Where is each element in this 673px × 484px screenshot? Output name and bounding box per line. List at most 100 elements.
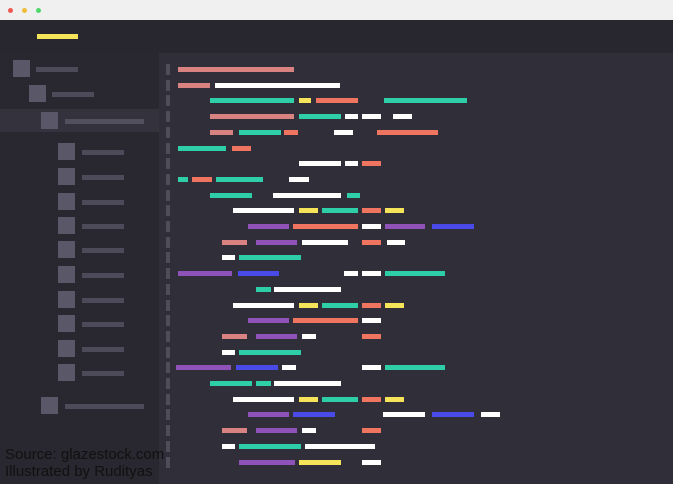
folder-icon — [58, 217, 75, 234]
code-token — [274, 381, 341, 386]
tree-item[interactable] — [0, 315, 159, 332]
code-line[interactable] — [160, 236, 673, 250]
code-line[interactable] — [160, 126, 673, 140]
tree-item-label — [82, 298, 124, 303]
code-token — [236, 365, 278, 370]
folder-icon — [41, 112, 58, 129]
code-token — [362, 161, 381, 166]
code-line[interactable] — [160, 283, 673, 297]
code-line[interactable] — [160, 456, 673, 470]
tree-item[interactable] — [0, 193, 159, 210]
code-token — [387, 240, 405, 245]
code-line[interactable] — [160, 330, 673, 344]
code-token — [233, 208, 294, 213]
minimize-window-button[interactable] — [22, 8, 27, 13]
code-line[interactable] — [160, 267, 673, 281]
code-line[interactable] — [160, 189, 673, 203]
code-token — [362, 208, 381, 213]
tree-item[interactable] — [0, 85, 159, 102]
credit-illustrator: Illustrated by Rudityas — [5, 463, 153, 480]
code-token — [362, 397, 381, 402]
code-token — [299, 98, 311, 103]
code-line[interactable] — [160, 440, 673, 454]
tree-item-label — [82, 224, 124, 229]
code-token — [316, 98, 358, 103]
maximize-window-button[interactable] — [36, 8, 41, 13]
tree-item[interactable] — [0, 241, 159, 258]
code-line[interactable] — [160, 157, 673, 171]
code-line[interactable] — [160, 220, 673, 234]
line-gutter-marker — [166, 95, 170, 106]
folder-icon — [58, 168, 75, 185]
code-line[interactable] — [160, 314, 673, 328]
code-token — [239, 350, 301, 355]
code-line[interactable] — [160, 94, 673, 108]
line-gutter-marker — [166, 205, 170, 216]
code-token — [385, 208, 404, 213]
code-token — [385, 397, 404, 402]
window-titlebar — [0, 0, 673, 20]
code-line[interactable] — [160, 393, 673, 407]
code-line[interactable] — [160, 110, 673, 124]
code-token — [248, 224, 289, 229]
code-line[interactable] — [160, 408, 673, 422]
line-gutter-marker — [166, 158, 170, 169]
code-token — [362, 114, 381, 119]
code-line[interactable] — [160, 346, 673, 360]
code-token — [299, 303, 318, 308]
code-line[interactable] — [160, 63, 673, 77]
tree-item[interactable] — [0, 143, 159, 160]
active-file-tab[interactable] — [37, 34, 78, 39]
tree-item[interactable] — [0, 217, 159, 234]
code-token — [222, 240, 247, 245]
tree-item-label — [82, 248, 124, 253]
code-line[interactable] — [160, 79, 673, 93]
code-line[interactable] — [160, 204, 673, 218]
close-window-button[interactable] — [8, 8, 13, 13]
code-token — [432, 412, 474, 417]
line-gutter-marker — [166, 143, 170, 154]
line-gutter-marker — [166, 268, 170, 279]
tree-item[interactable] — [0, 60, 159, 77]
code-token — [222, 444, 235, 449]
tree-item[interactable] — [0, 112, 159, 129]
code-token — [293, 412, 335, 417]
tree-item[interactable] — [0, 397, 159, 414]
tree-item-label — [65, 404, 144, 409]
line-gutter-marker — [166, 190, 170, 201]
tree-item-label — [82, 371, 124, 376]
code-line[interactable] — [160, 424, 673, 438]
tree-item[interactable] — [0, 364, 159, 381]
code-token — [383, 412, 425, 417]
code-token — [344, 271, 358, 276]
tree-item[interactable] — [0, 291, 159, 308]
code-line[interactable] — [160, 251, 673, 265]
tree-item-label — [82, 150, 124, 155]
line-gutter-marker — [166, 127, 170, 138]
line-gutter-marker — [166, 174, 170, 185]
credit-text: Source: glazestock.com Illustrated by Ru… — [5, 446, 164, 480]
code-token — [385, 365, 445, 370]
code-token — [432, 224, 474, 229]
tree-item[interactable] — [0, 340, 159, 357]
line-gutter-marker — [166, 80, 170, 91]
code-token — [385, 303, 404, 308]
tree-item[interactable] — [0, 266, 159, 283]
code-token — [256, 334, 297, 339]
code-token — [222, 255, 235, 260]
line-gutter-marker — [166, 362, 170, 373]
line-gutter-marker — [166, 300, 170, 311]
code-token — [256, 240, 297, 245]
line-gutter-marker — [166, 425, 170, 436]
code-line[interactable] — [160, 142, 673, 156]
code-token — [274, 287, 341, 292]
folder-icon — [58, 193, 75, 210]
code-line[interactable] — [160, 377, 673, 391]
code-line[interactable] — [160, 361, 673, 375]
code-line[interactable] — [160, 173, 673, 187]
tree-item[interactable] — [0, 168, 159, 185]
code-line[interactable] — [160, 299, 673, 313]
code-token — [284, 130, 298, 135]
code-token — [282, 365, 296, 370]
code-token — [322, 208, 358, 213]
